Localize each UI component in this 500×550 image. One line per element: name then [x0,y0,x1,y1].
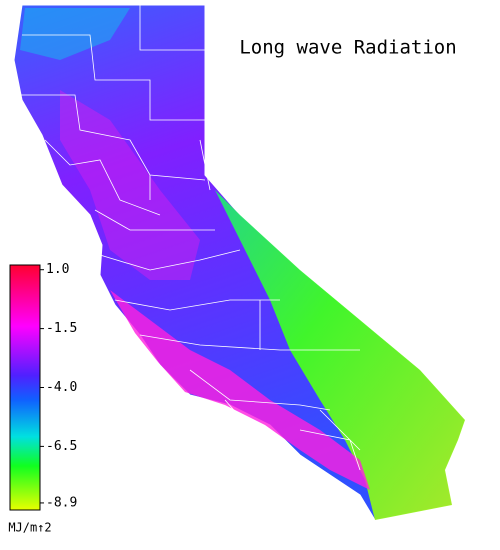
north-coast [20,8,130,60]
central-valley [60,90,200,280]
desert-region [215,190,465,520]
colorbar-tick-label: -4.0 [46,380,77,395]
colorbar-tick-label: -6.5 [46,439,77,454]
colorbar-scale [9,264,41,511]
county-lines [20,5,361,471]
map-title: Long wave Radiation [239,37,456,59]
colorbar-tick-label: -8.9 [46,495,77,510]
colorbar [9,264,41,511]
colorbar-unit: MJ/m↑2 [8,521,51,535]
coastal-high [110,290,370,490]
california [13,4,466,521]
colorbar-tick-label: -1.5 [46,321,77,336]
colorbar-tick-label: 1.0 [46,262,69,277]
